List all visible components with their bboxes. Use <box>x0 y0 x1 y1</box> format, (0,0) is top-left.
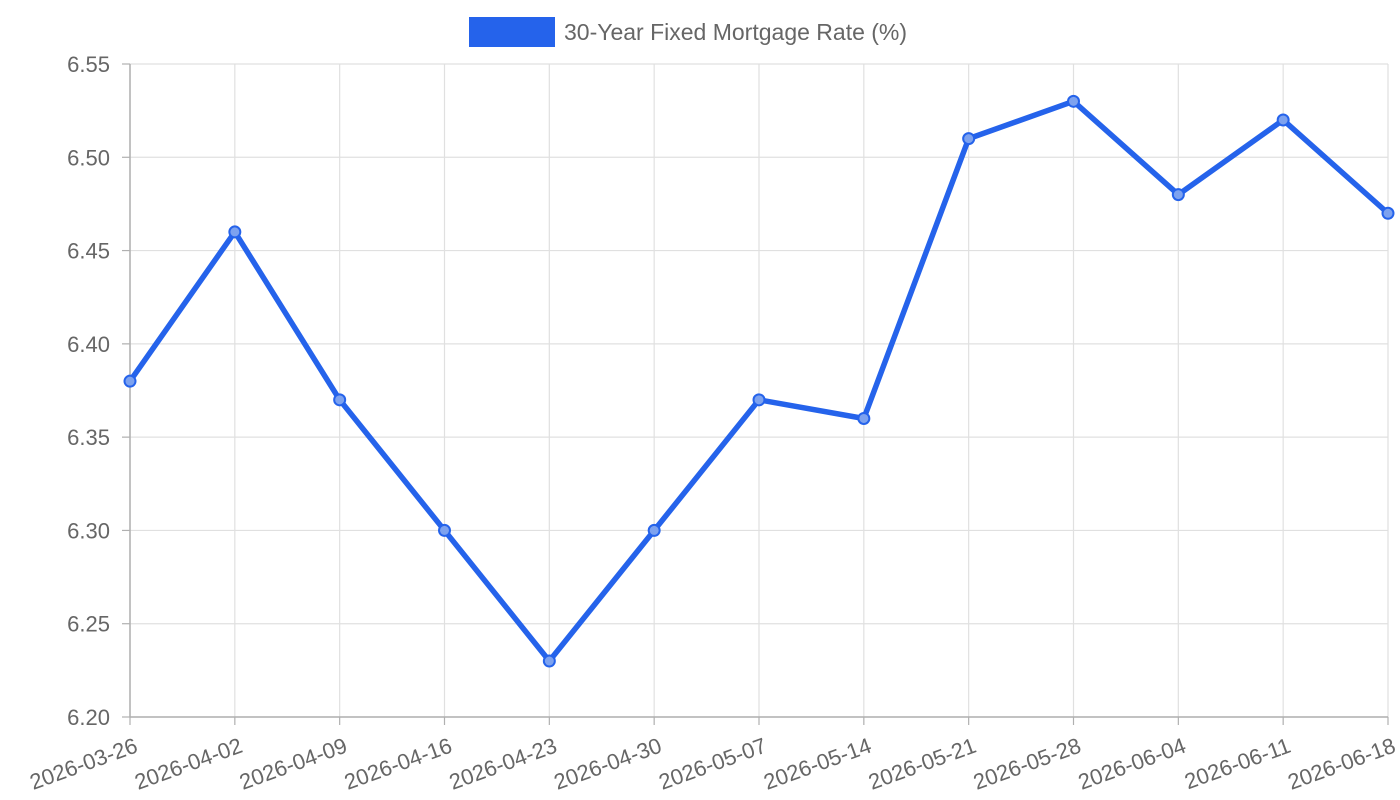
x-tick-label: 2026-05-21 <box>865 733 979 795</box>
x-tick-label: 2026-04-02 <box>131 733 245 795</box>
y-tick-label: 6.50 <box>67 145 110 170</box>
x-tick-label: 2026-05-07 <box>655 733 769 795</box>
series-group <box>123 94 1395 668</box>
x-tick-label: 2026-06-18 <box>1284 733 1398 795</box>
x-axis-ticks: 2026-03-262026-04-022026-04-092026-04-16… <box>26 717 1399 795</box>
data-point[interactable] <box>1171 188 1185 202</box>
data-point[interactable] <box>228 225 242 239</box>
x-tick-label: 2026-03-26 <box>26 733 140 795</box>
legend-label: 30-Year Fixed Mortgage Rate (%) <box>564 19 907 45</box>
x-tick-label: 2026-04-16 <box>341 733 455 795</box>
data-point[interactable] <box>1381 206 1395 220</box>
x-tick-label: 2026-05-28 <box>970 733 1084 795</box>
legend[interactable]: 30-Year Fixed Mortgage Rate (%) <box>469 17 907 47</box>
data-point[interactable] <box>647 523 661 537</box>
x-tick-label: 2026-04-09 <box>236 733 350 795</box>
y-tick-label: 6.20 <box>67 705 110 730</box>
y-tick-label: 6.40 <box>67 332 110 357</box>
data-point[interactable] <box>438 523 451 537</box>
data-point[interactable] <box>962 132 976 146</box>
x-tick-label: 2026-06-04 <box>1075 733 1189 795</box>
data-point[interactable] <box>1067 94 1080 108</box>
y-tick-label: 6.30 <box>67 518 110 543</box>
x-tick-label: 2026-06-11 <box>1181 733 1294 794</box>
y-tick-label: 6.45 <box>67 239 110 264</box>
x-tick-label: 2026-05-14 <box>760 733 874 795</box>
data-point[interactable] <box>857 411 871 425</box>
legend-swatch <box>469 17 555 47</box>
data-point[interactable] <box>1276 113 1290 127</box>
y-tick-label: 6.25 <box>67 612 110 637</box>
y-axis-ticks: 6.20 6.25 6.30 6.35 6.40 6.45 6.50 6.55 <box>67 52 130 730</box>
x-tick-label: 2026-04-23 <box>446 733 560 795</box>
data-point[interactable] <box>123 374 137 388</box>
data-point[interactable] <box>333 393 347 407</box>
x-tick-label: 2026-04-30 <box>551 733 665 795</box>
y-tick-label: 6.35 <box>67 425 110 450</box>
data-point[interactable] <box>752 393 766 407</box>
y-tick-label: 6.55 <box>67 52 110 77</box>
data-point[interactable] <box>542 654 556 668</box>
grid <box>129 63 1389 718</box>
